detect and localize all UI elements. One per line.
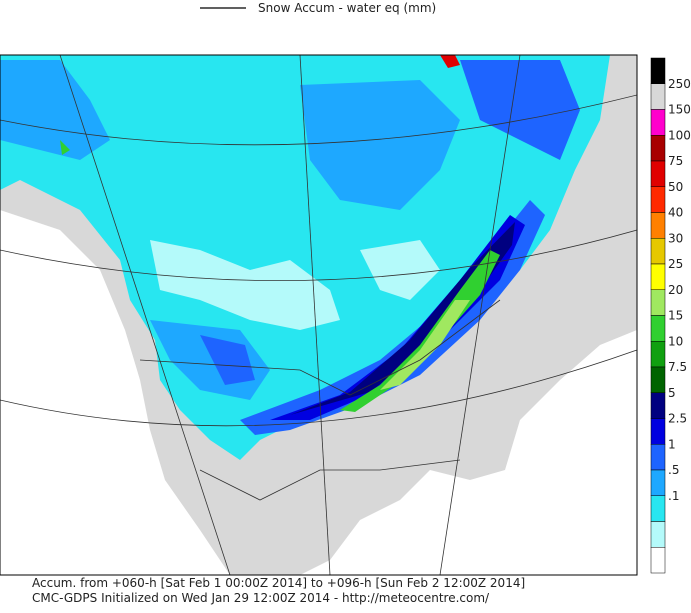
footer-line: CMC-GDPS Initialized on Wed Jan 29 12:00… <box>32 591 490 605</box>
color-swatch <box>650 160 666 187</box>
legend-label: .1 <box>668 489 679 503</box>
legend-label: .5 <box>668 463 679 477</box>
color-swatch <box>650 418 666 445</box>
map <box>0 54 638 576</box>
color-swatch <box>650 263 666 290</box>
color-swatch <box>650 521 666 548</box>
color-swatch <box>650 109 666 136</box>
legend-label: 1 <box>668 437 676 451</box>
color-swatch <box>650 444 666 471</box>
legend-label: 100 <box>668 128 691 142</box>
color-swatch <box>650 238 666 265</box>
title: Snow Accum - water eq (mm) <box>258 1 436 15</box>
legend-label: 150 <box>668 103 691 117</box>
color-swatch <box>650 83 666 110</box>
legend-label: 7.5 <box>668 360 687 374</box>
color-swatch <box>650 469 666 496</box>
color-swatch <box>650 135 666 162</box>
color-swatch <box>650 547 666 574</box>
legend-label: 15 <box>668 309 683 323</box>
footer-line: Accum. from +060-h [Sat Feb 1 00:00Z 201… <box>32 576 525 590</box>
legend-label: 30 <box>668 231 683 245</box>
color-swatch <box>650 495 666 522</box>
color-swatch <box>650 366 666 393</box>
legend-label: 75 <box>668 154 683 168</box>
legend-label: 20 <box>668 283 683 297</box>
color-swatch <box>650 341 666 368</box>
color-swatch <box>650 289 666 316</box>
legend-label: 2.5 <box>668 412 687 426</box>
legend-label: 25 <box>668 257 683 271</box>
color-swatch <box>650 57 666 84</box>
color-bar: 250 150 100 75 50 40 30 25 20 15 10 7.5 5 2.5 1 .5 .1 <box>650 57 691 574</box>
color-swatch <box>650 315 666 342</box>
legend-label: 250 <box>668 77 691 91</box>
legend-label: 50 <box>668 180 683 194</box>
legend-label: 10 <box>668 334 683 348</box>
color-swatch <box>650 212 666 239</box>
legend-label: 5 <box>668 386 676 400</box>
color-swatch <box>650 392 666 419</box>
color-swatch <box>650 186 666 213</box>
legend-label: 40 <box>668 206 683 220</box>
